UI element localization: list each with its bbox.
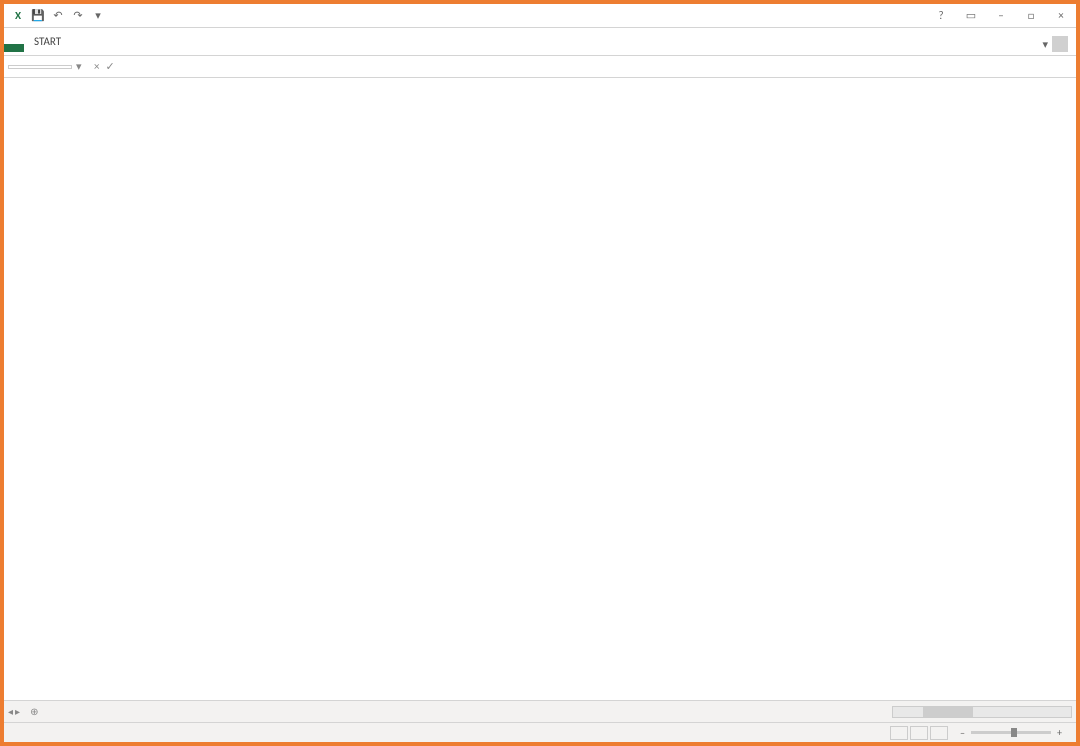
zoom-out-icon[interactable]: – bbox=[960, 726, 965, 739]
cancel-formula-icon[interactable]: × bbox=[94, 60, 99, 73]
chevron-down-icon: ▾ bbox=[1042, 38, 1048, 51]
view-normal-icon[interactable] bbox=[890, 726, 908, 740]
maximize-icon[interactable]: □ bbox=[1016, 9, 1046, 22]
status-bar: – + bbox=[4, 722, 1076, 742]
save-icon[interactable]: 💾 bbox=[30, 8, 46, 24]
title-bar: X 💾 ↶ ↷ ▾ ? ▭ – □ × bbox=[4, 4, 1076, 28]
horizontal-scrollbar[interactable] bbox=[892, 706, 1072, 718]
undo-icon[interactable]: ↶ bbox=[50, 8, 66, 24]
zoom-slider[interactable] bbox=[971, 731, 1051, 734]
ribbon-tabs: START ▾ bbox=[4, 28, 1076, 52]
view-layout-icon[interactable] bbox=[910, 726, 928, 740]
accept-formula-icon[interactable]: ✓ bbox=[105, 60, 114, 73]
ribbon-collapse-icon[interactable]: ▭ bbox=[956, 9, 986, 22]
sheet-tab-bar: ◂ ▸ ⊕ bbox=[4, 700, 1076, 722]
qat-more-icon[interactable]: ▾ bbox=[90, 8, 106, 24]
sheet-nav-first-icon[interactable]: ◂ bbox=[8, 705, 13, 718]
sheet-nav-last-icon[interactable]: ▸ bbox=[15, 705, 20, 718]
namebox-dropdown-icon[interactable]: ▾ bbox=[76, 60, 88, 73]
close-icon[interactable]: × bbox=[1046, 9, 1076, 22]
redo-icon[interactable]: ↷ bbox=[70, 8, 86, 24]
zoom-in-icon[interactable]: + bbox=[1057, 726, 1062, 739]
formula-input[interactable] bbox=[129, 58, 1076, 75]
user-label[interactable]: ▾ bbox=[1030, 36, 1076, 52]
worksheet-grid[interactable] bbox=[4, 78, 1076, 700]
view-break-icon[interactable] bbox=[930, 726, 948, 740]
new-sheet-icon[interactable]: ⊕ bbox=[24, 705, 44, 718]
name-box[interactable] bbox=[8, 65, 72, 69]
minimize-icon[interactable]: – bbox=[986, 9, 1016, 22]
tab-start[interactable]: START bbox=[24, 31, 71, 52]
excel-icon: X bbox=[10, 8, 26, 24]
help-icon[interactable]: ? bbox=[926, 9, 956, 22]
tab-file[interactable] bbox=[4, 44, 24, 52]
avatar bbox=[1052, 36, 1068, 52]
formula-bar: ▾ × ✓ bbox=[4, 56, 1076, 78]
